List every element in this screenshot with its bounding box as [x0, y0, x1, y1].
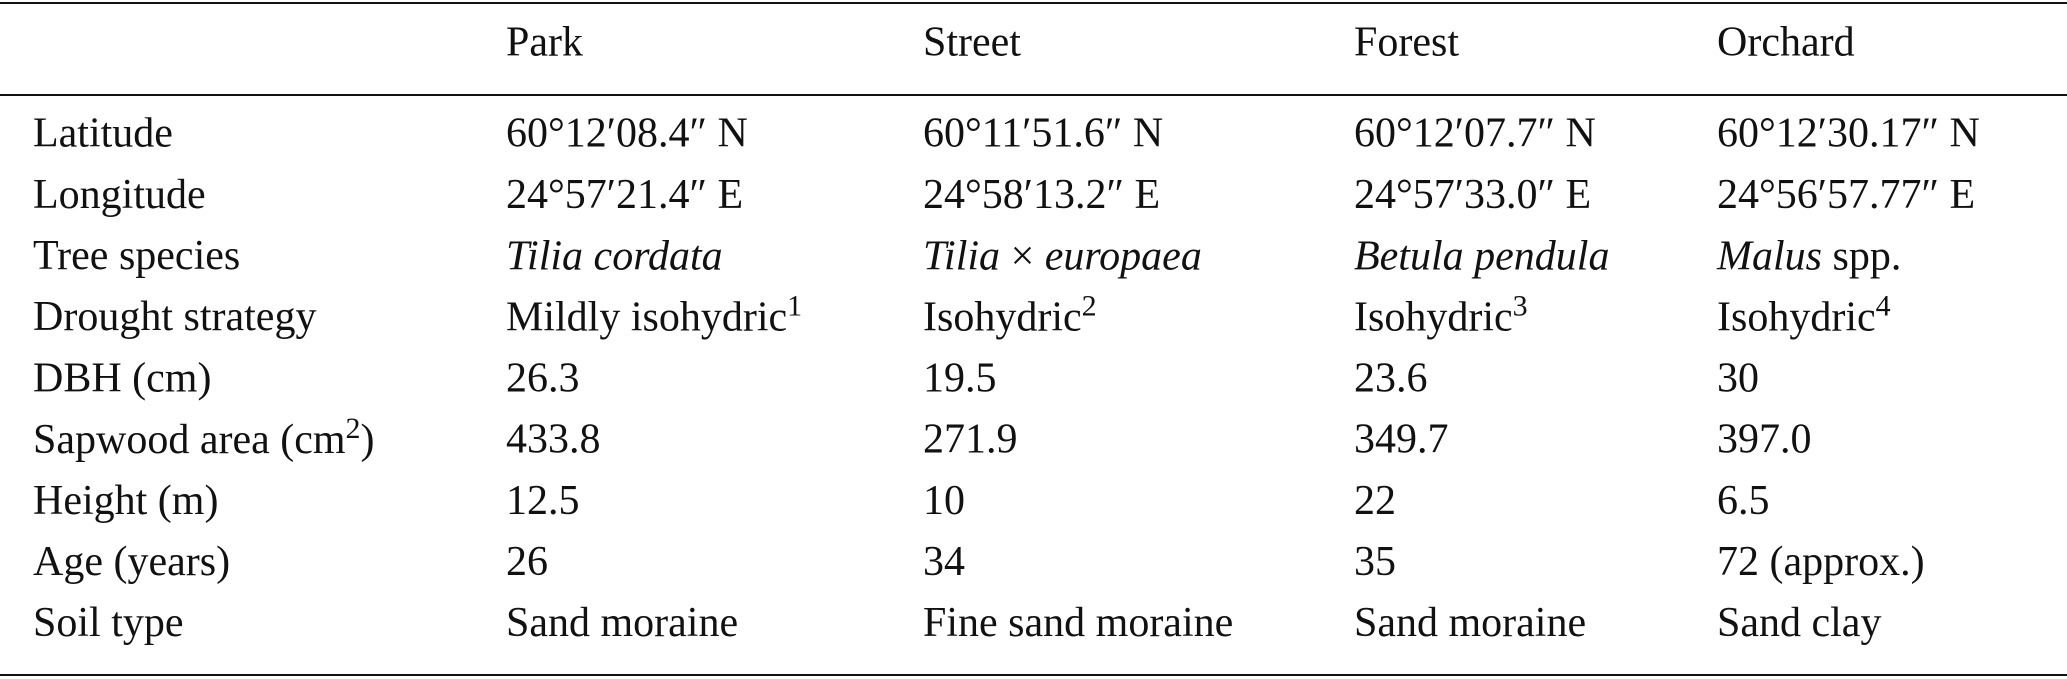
cell: 60°12′08.4″ N: [506, 111, 748, 157]
row-label: Latitude: [33, 111, 173, 157]
cell: 6.5: [1717, 478, 1770, 524]
cell: 24°56′57.77″ E: [1717, 172, 1975, 218]
cell: 34: [923, 539, 965, 585]
cell: 271.9: [923, 417, 1018, 463]
cell: 60°11′51.6″ N: [923, 111, 1163, 157]
cell: 26: [506, 539, 548, 585]
text-run: Tilia cordata: [506, 233, 723, 279]
cell: Fine sand moraine: [923, 600, 1233, 646]
column-header: Street: [923, 20, 1021, 66]
row-label: Age (years): [33, 539, 230, 585]
row-label: Drought strategy: [33, 294, 316, 340]
text-run: Betula pendula: [1354, 233, 1609, 279]
cell: Isohydric4: [1717, 289, 1891, 340]
cell: 72 (approx.): [1717, 539, 1925, 585]
cell: 24°57′33.0″ E: [1354, 172, 1591, 218]
cell: 22: [1354, 478, 1396, 524]
row-label: Longitude: [33, 172, 206, 218]
row-label: Height (m): [33, 478, 218, 524]
cell: 26.3: [506, 355, 580, 401]
column-header: Forest: [1354, 20, 1459, 66]
row-label: Sapwood area (cm2): [33, 412, 375, 463]
text-run: 2: [346, 412, 361, 445]
text-run: Malus: [1716, 233, 1822, 279]
text-run: Sapwood area (cm: [33, 417, 346, 463]
row-label: Soil type: [33, 600, 184, 646]
cell: 60°12′07.7″ N: [1354, 111, 1596, 157]
cell: Sand moraine: [1354, 600, 1586, 646]
cell: 24°57′21.4″ E: [506, 172, 743, 218]
cell: 35: [1354, 539, 1396, 585]
text-run: spp.: [1822, 233, 1901, 279]
cell: 12.5: [506, 478, 580, 524]
cell: 10: [923, 478, 965, 524]
row-label: DBH (cm): [33, 355, 211, 401]
cell: 23.6: [1354, 355, 1428, 401]
text-run: Tilia: [923, 233, 1000, 279]
cell: Betula pendula: [1354, 233, 1609, 279]
text-run: ×: [1000, 233, 1045, 279]
text-run: 4: [1876, 289, 1891, 322]
cell: 60°12′30.17″ N: [1717, 111, 1980, 157]
cell: 30: [1717, 355, 1759, 401]
text-run: Isohydric: [1354, 294, 1513, 340]
text-run: 3: [1513, 289, 1528, 322]
text-run: 1: [787, 289, 802, 322]
cell: Tilia × europaea: [923, 233, 1202, 279]
text-run: ): [361, 417, 375, 463]
cell: 19.5: [923, 355, 997, 401]
cell: Isohydric3: [1354, 289, 1528, 340]
column-header: Park: [506, 20, 583, 66]
cell: Sand clay: [1717, 600, 1881, 646]
text-run: Isohydric: [923, 294, 1082, 340]
row-label: Tree species: [33, 233, 240, 279]
text-run: europaea: [1045, 233, 1202, 279]
cell: Mildly isohydric1: [506, 289, 802, 340]
text-run: 2: [1082, 289, 1097, 322]
cell: 433.8: [506, 417, 601, 463]
cell: Tilia cordata: [506, 233, 723, 279]
column-header: Orchard: [1717, 20, 1855, 66]
cell: 397.0: [1717, 417, 1812, 463]
text-run: Mildly isohydric: [506, 294, 787, 340]
cell: 24°58′13.2″ E: [923, 172, 1160, 218]
cell: Malus spp.: [1716, 233, 1901, 279]
cell: 349.7: [1354, 417, 1449, 463]
cell: Isohydric2: [923, 289, 1097, 340]
cell: Sand moraine: [506, 600, 738, 646]
text-run: Isohydric: [1717, 294, 1876, 340]
